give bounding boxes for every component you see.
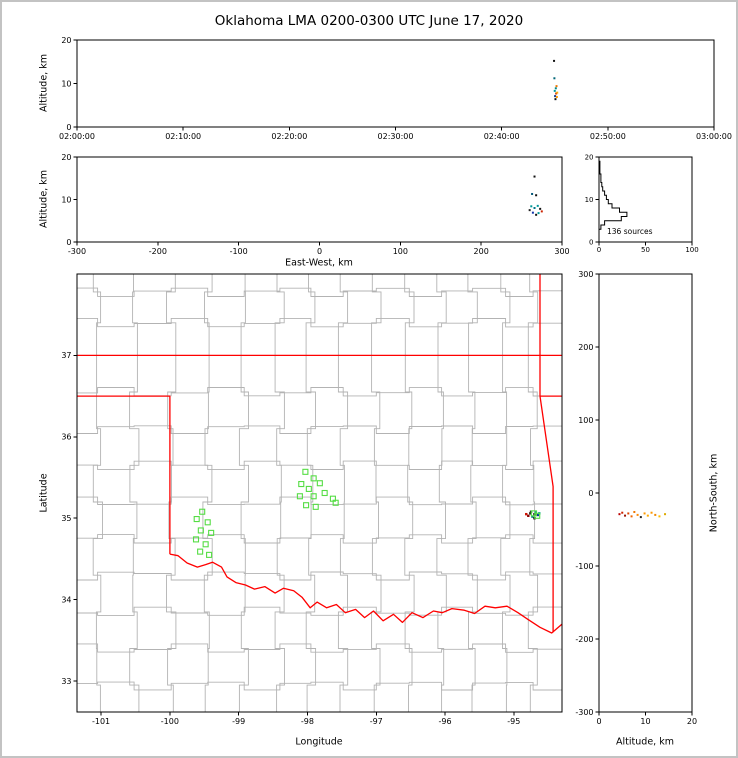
svg-text:03:00:00: 03:00:00 — [696, 132, 732, 141]
svg-text:100: 100 — [393, 247, 408, 256]
ew-height-xlabel: East-West, km — [285, 257, 353, 269]
ns-height-xlabel: Altitude, km — [616, 736, 674, 748]
svg-text:-300: -300 — [68, 247, 86, 256]
svg-text:300: 300 — [554, 247, 569, 256]
svg-text:100: 100 — [685, 246, 698, 254]
svg-text:200: 200 — [578, 343, 593, 352]
map-ylabel: Latitude — [38, 473, 50, 513]
svg-text:-100: -100 — [575, 562, 593, 571]
svg-text:0: 0 — [596, 717, 601, 726]
svg-text:-95: -95 — [507, 717, 520, 726]
svg-text:02:30:00: 02:30:00 — [378, 132, 414, 141]
ew-height-ylabel: Altitude, km — [38, 170, 50, 228]
svg-text:-98: -98 — [301, 717, 314, 726]
svg-text:0: 0 — [66, 123, 71, 132]
svg-text:0: 0 — [588, 489, 593, 498]
svg-text:0: 0 — [66, 238, 71, 247]
svg-text:02:20:00: 02:20:00 — [271, 132, 307, 141]
svg-text:100: 100 — [578, 416, 593, 425]
svg-text:0: 0 — [317, 247, 322, 256]
svg-text:34: 34 — [61, 595, 71, 604]
map-source-squares — [192, 468, 541, 558]
svg-text:20: 20 — [61, 36, 71, 45]
svg-text:20: 20 — [687, 717, 697, 726]
svg-text:0: 0 — [589, 238, 593, 246]
svg-text:-200: -200 — [149, 247, 167, 256]
svg-text:02:40:00: 02:40:00 — [484, 132, 520, 141]
map-county-lines — [77, 274, 562, 712]
svg-text:02:10:00: 02:10:00 — [165, 132, 201, 141]
svg-text:10: 10 — [585, 196, 594, 204]
svg-text:37: 37 — [61, 351, 71, 360]
time-height-points — [553, 59, 559, 101]
svg-text:-100: -100 — [161, 717, 179, 726]
ns-height-ylabel: North-South, km — [708, 453, 720, 533]
ew-height-points — [528, 175, 543, 216]
ns-height-points — [618, 510, 667, 519]
state-borders — [77, 274, 562, 634]
time-height-ylabel: Altitude, km — [38, 54, 50, 112]
svg-text:-101: -101 — [92, 717, 110, 726]
svg-text:20: 20 — [585, 153, 594, 161]
axis-ticks: 02:00:00 02:10:00 02:20:00 02:30:00 02:40:00… — [59, 36, 732, 726]
svg-text:-200: -200 — [575, 635, 593, 644]
svg-text:300: 300 — [578, 270, 593, 279]
svg-text:36: 36 — [61, 433, 71, 442]
svg-text:-96: -96 — [439, 717, 452, 726]
svg-text:0: 0 — [597, 246, 601, 254]
svg-text:-100: -100 — [230, 247, 248, 256]
altitude-histogram-line — [598, 157, 628, 242]
svg-text:50: 50 — [641, 246, 650, 254]
svg-text:10: 10 — [61, 195, 71, 204]
svg-text:02:50:00: 02:50:00 — [590, 132, 626, 141]
svg-text:35: 35 — [61, 514, 71, 523]
sources-count-annotation: 136 sources — [607, 227, 653, 236]
svg-text:10: 10 — [640, 717, 650, 726]
svg-text:-97: -97 — [370, 717, 383, 726]
map-layer — [77, 274, 562, 712]
svg-text:33: 33 — [61, 677, 71, 686]
svg-text:02:00:00: 02:00:00 — [59, 132, 95, 141]
svg-text:-99: -99 — [232, 717, 245, 726]
map-xlabel: Longitude — [295, 736, 343, 748]
svg-text:-300: -300 — [575, 708, 593, 717]
svg-text:200: 200 — [474, 247, 489, 256]
svg-text:10: 10 — [61, 79, 71, 88]
svg-text:20: 20 — [61, 153, 71, 162]
figure-title: Oklahoma LMA 0200-0300 UTC June 17, 2020 — [214, 13, 524, 29]
